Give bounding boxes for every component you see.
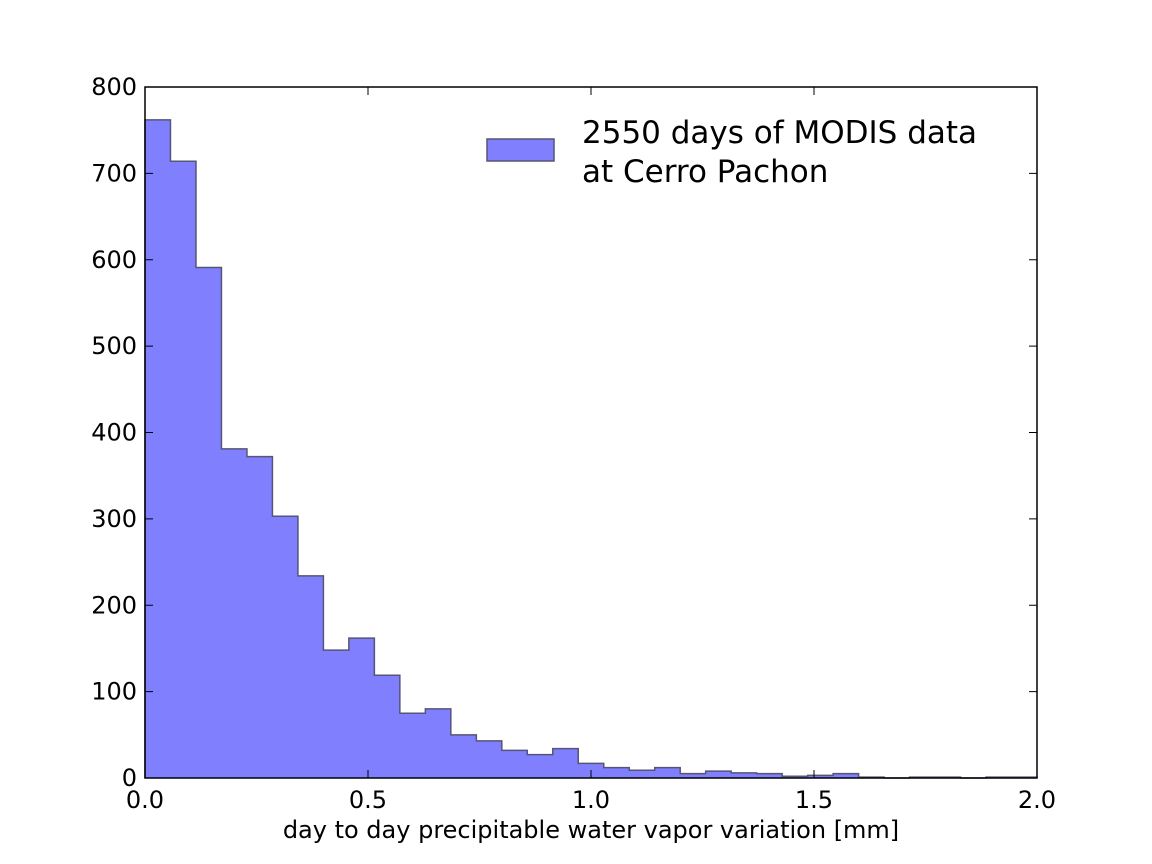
y-tick-label: 100 [91,678,137,706]
histogram-bar [297,575,324,778]
histogram-bar [221,448,248,778]
x-axis-label: day to day precipitable water vapor vari… [283,816,899,844]
histogram-bar [145,119,171,778]
histogram-bar [552,748,579,778]
x-axis-ticks: 0.0 0.5 1.0 1.5 2.0 [126,87,1056,814]
histogram-bar [272,516,299,778]
histogram-bar [731,772,758,778]
histogram-bars [145,119,1038,779]
x-tick-label: 0.0 [126,786,164,814]
x-tick-label: 0.5 [349,786,387,814]
histogram-bar [399,713,426,778]
x-tick-label: 2.0 [1018,786,1056,814]
y-tick-label: 800 [91,73,137,101]
histogram-bar [246,456,273,778]
y-tick-label: 300 [91,505,137,533]
histogram-bar [170,161,197,779]
histogram-bar [833,773,859,778]
histogram-bar [425,708,452,778]
y-tick-label: 200 [91,591,137,619]
histogram-bar [476,740,503,778]
histogram-bar [680,773,707,778]
histogram-bar [450,734,477,778]
legend: 2550 days of MODIS data at Cerro Pachon [486,115,977,190]
y-tick-label: 700 [91,159,137,187]
histogram-bar [323,650,350,778]
histogram-bar [629,770,656,778]
legend-swatch [486,138,555,162]
legend-label-line-1: 2550 days of MODIS data [582,115,977,151]
y-tick-label: 600 [91,246,137,274]
histogram-bar [527,754,554,778]
histogram-bar [501,750,528,778]
legend-label-line-2: at Cerro Pachon [582,154,828,190]
y-tick-label: 0 [122,764,137,792]
histogram-bar [603,767,630,778]
histogram-bar [374,675,401,778]
histogram-bar [195,267,222,778]
x-tick-label: 1.5 [795,786,833,814]
histogram-bar [348,638,375,778]
y-axis-ticks: 0 100 200 300 400 500 600 700 800 [91,73,1037,792]
histogram-bar [782,776,809,778]
histogram-outline [144,119,1038,779]
histogram-bar [654,767,681,778]
y-tick-label: 400 [91,419,137,447]
histogram-bar [756,773,783,778]
histogram-bar [807,775,834,778]
y-tick-label: 500 [91,332,137,360]
histogram-bar [705,771,732,778]
x-tick-label: 1.0 [572,786,610,814]
